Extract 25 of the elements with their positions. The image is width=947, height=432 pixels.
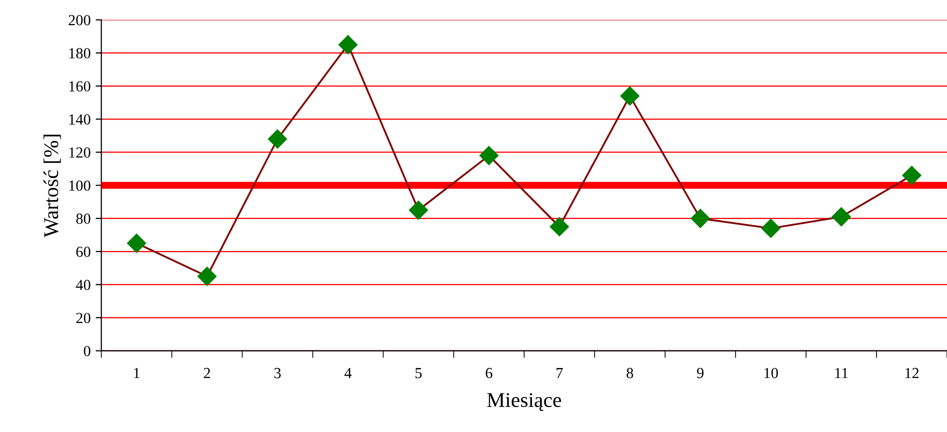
y-tick-label: 120 [69, 147, 90, 158]
x-tick-label: 9 [697, 368, 704, 378]
y-tick-label: 60 [76, 246, 90, 257]
x-tick-label: 3 [274, 368, 281, 378]
x-tick-label: 7 [556, 368, 563, 378]
y-tick-label: 20 [76, 312, 90, 324]
x-tick-label: 2 [204, 368, 210, 378]
x-axis-title: Miesiące [487, 393, 562, 411]
x-tick-label: 6 [486, 368, 492, 378]
y-tick-label: 200 [68, 15, 90, 26]
y-tick-label: 160 [69, 81, 90, 92]
x-tick-label: 10 [764, 368, 778, 378]
x-tick-label: 4 [344, 368, 352, 378]
x-tick-label: 1 [134, 368, 140, 378]
y-tick-label: 40 [76, 280, 90, 290]
y-tick-label: 140 [69, 114, 90, 125]
y-tick-label: 80 [76, 214, 90, 224]
x-tick-label: 11 [835, 368, 848, 378]
y-tick-label: 100 [69, 180, 90, 191]
y-axis-title: Wartość [%] [44, 134, 61, 238]
y-tick-label: 0 [84, 346, 90, 356]
x-tick-label: 8 [626, 368, 634, 378]
x-tick-label: 12 [905, 368, 919, 378]
x-tick-label: 5 [416, 368, 422, 378]
y-tick-label: 180 [69, 48, 90, 58]
